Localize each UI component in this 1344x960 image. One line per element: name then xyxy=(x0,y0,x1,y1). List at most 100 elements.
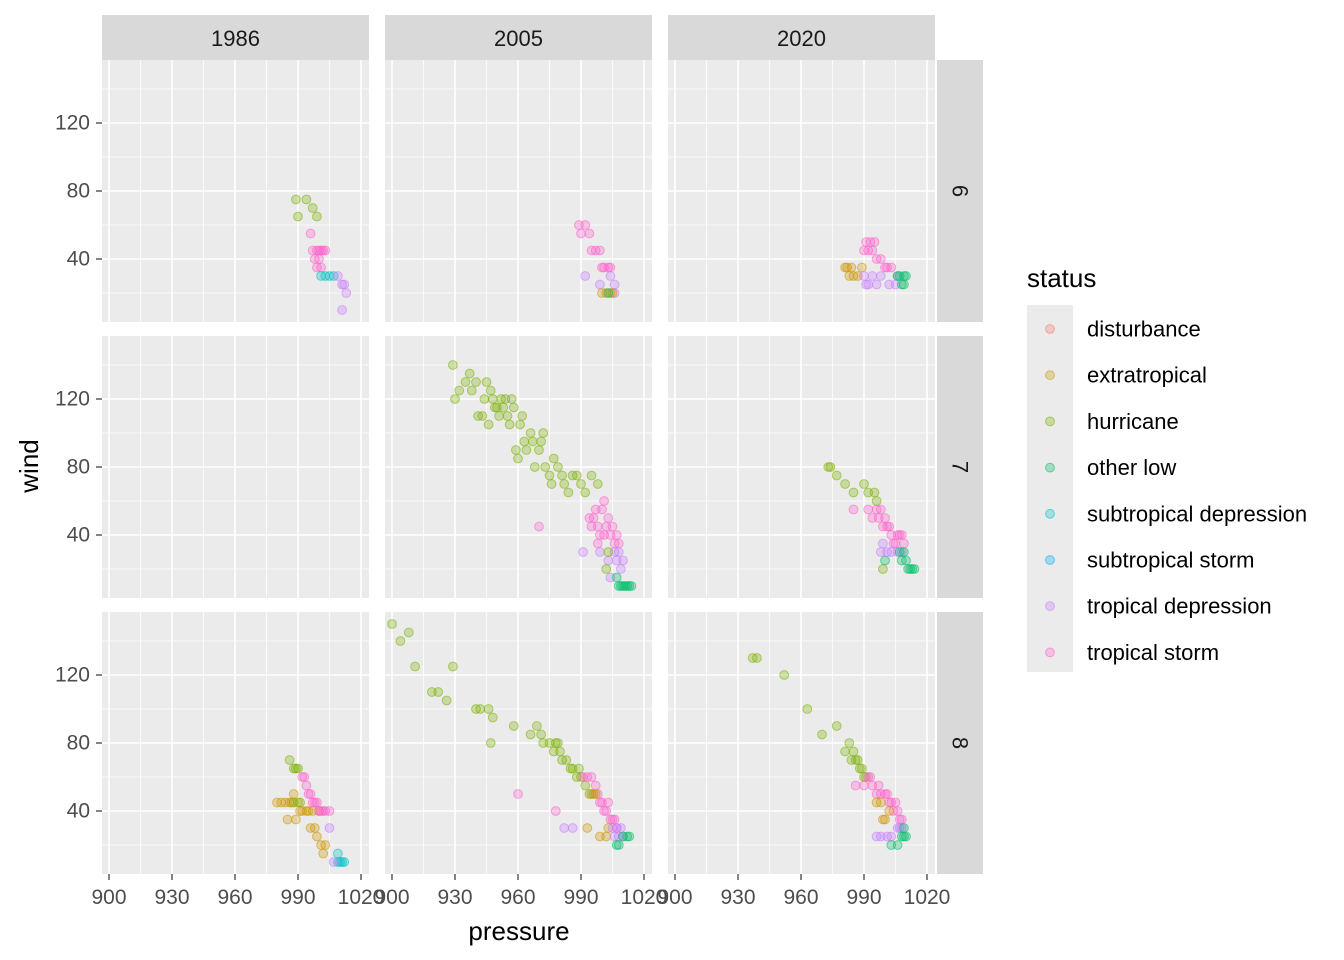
data-point xyxy=(871,496,882,506)
data-point xyxy=(320,245,331,256)
data-point xyxy=(878,538,888,549)
data-point xyxy=(802,704,813,714)
panel-2005-6 xyxy=(385,60,652,322)
data-point xyxy=(485,385,496,396)
y-tick-label: 80 xyxy=(67,180,90,203)
data-point xyxy=(880,555,890,566)
strip-col-2005 xyxy=(385,15,652,60)
data-point xyxy=(305,228,316,239)
data-point xyxy=(865,772,876,782)
data-point xyxy=(293,763,303,774)
data-point xyxy=(869,487,880,498)
data-point xyxy=(502,411,513,421)
data-point xyxy=(896,530,907,540)
data-point xyxy=(586,521,597,532)
panel-2020-7 xyxy=(668,336,935,598)
data-point xyxy=(603,797,614,808)
x-tick-label: 960 xyxy=(500,886,535,909)
data-point xyxy=(555,746,565,757)
data-point xyxy=(513,453,523,464)
data-point xyxy=(464,368,475,379)
data-point xyxy=(605,262,616,273)
data-point xyxy=(875,504,886,515)
data-point xyxy=(779,670,790,680)
y-tick-label: 120 xyxy=(55,664,90,687)
data-point xyxy=(288,789,299,799)
data-point xyxy=(875,254,886,264)
x-tick-label: 900 xyxy=(657,886,692,909)
data-point xyxy=(884,806,895,816)
data-point xyxy=(544,470,555,481)
data-point xyxy=(563,487,574,498)
legend-key xyxy=(1045,555,1055,565)
data-point xyxy=(508,402,519,413)
strip-row-6 xyxy=(937,60,983,322)
data-point xyxy=(410,661,421,672)
data-point xyxy=(890,538,901,549)
data-point xyxy=(899,547,909,557)
data-point xyxy=(508,721,519,731)
data-point xyxy=(387,619,397,629)
data-point xyxy=(312,797,322,808)
data-point xyxy=(487,712,498,723)
data-point xyxy=(859,780,869,791)
data-point xyxy=(848,487,859,498)
data-point xyxy=(450,394,460,404)
data-point xyxy=(576,228,586,239)
x-tick-label: 930 xyxy=(437,886,472,909)
data-point xyxy=(454,385,465,396)
data-point xyxy=(305,789,316,799)
strip-label-col: 1986 xyxy=(211,26,260,51)
data-point xyxy=(878,564,888,574)
data-point xyxy=(890,797,901,808)
data-point xyxy=(863,279,874,290)
data-point xyxy=(901,831,911,842)
data-point xyxy=(859,271,869,281)
data-point xyxy=(844,738,855,748)
data-point xyxy=(291,194,301,205)
data-point xyxy=(599,530,610,540)
data-point xyxy=(485,738,496,748)
y-tick-label: 120 xyxy=(55,112,90,135)
data-point xyxy=(863,504,874,515)
data-point xyxy=(899,538,909,549)
data-point xyxy=(339,279,350,290)
legend-key xyxy=(1045,416,1055,427)
data-point xyxy=(576,479,586,489)
data-point xyxy=(580,780,591,791)
data-point xyxy=(901,555,911,566)
data-point xyxy=(595,547,605,557)
data-point xyxy=(588,513,599,523)
data-point xyxy=(616,823,626,833)
data-point xyxy=(553,462,563,472)
data-point xyxy=(609,279,620,290)
legend-label: subtropical storm xyxy=(1087,548,1255,573)
data-point xyxy=(320,840,331,850)
data-point xyxy=(546,479,557,489)
x-tick-label: 1020 xyxy=(338,886,385,909)
data-point xyxy=(571,470,582,481)
data-point xyxy=(601,831,612,842)
data-point xyxy=(886,262,897,273)
legend-label: tropical depression xyxy=(1087,594,1272,619)
data-point xyxy=(312,211,322,222)
data-point xyxy=(616,564,626,574)
data-point xyxy=(825,462,836,472)
data-point xyxy=(339,857,350,867)
data-point xyxy=(592,538,603,549)
data-point xyxy=(479,394,490,404)
panel-2005-7 xyxy=(385,336,652,598)
data-point xyxy=(521,445,532,455)
data-point xyxy=(609,814,620,825)
data-point xyxy=(333,848,343,859)
data-point xyxy=(624,831,635,842)
data-point xyxy=(299,772,310,782)
legend: status disturbance extratropical hurricane… xyxy=(1027,263,1307,672)
x-tick-label: 990 xyxy=(563,886,598,909)
data-point xyxy=(896,814,907,825)
data-point xyxy=(515,419,526,430)
data-point xyxy=(307,203,318,213)
data-point xyxy=(880,513,890,523)
data-point xyxy=(611,530,622,540)
